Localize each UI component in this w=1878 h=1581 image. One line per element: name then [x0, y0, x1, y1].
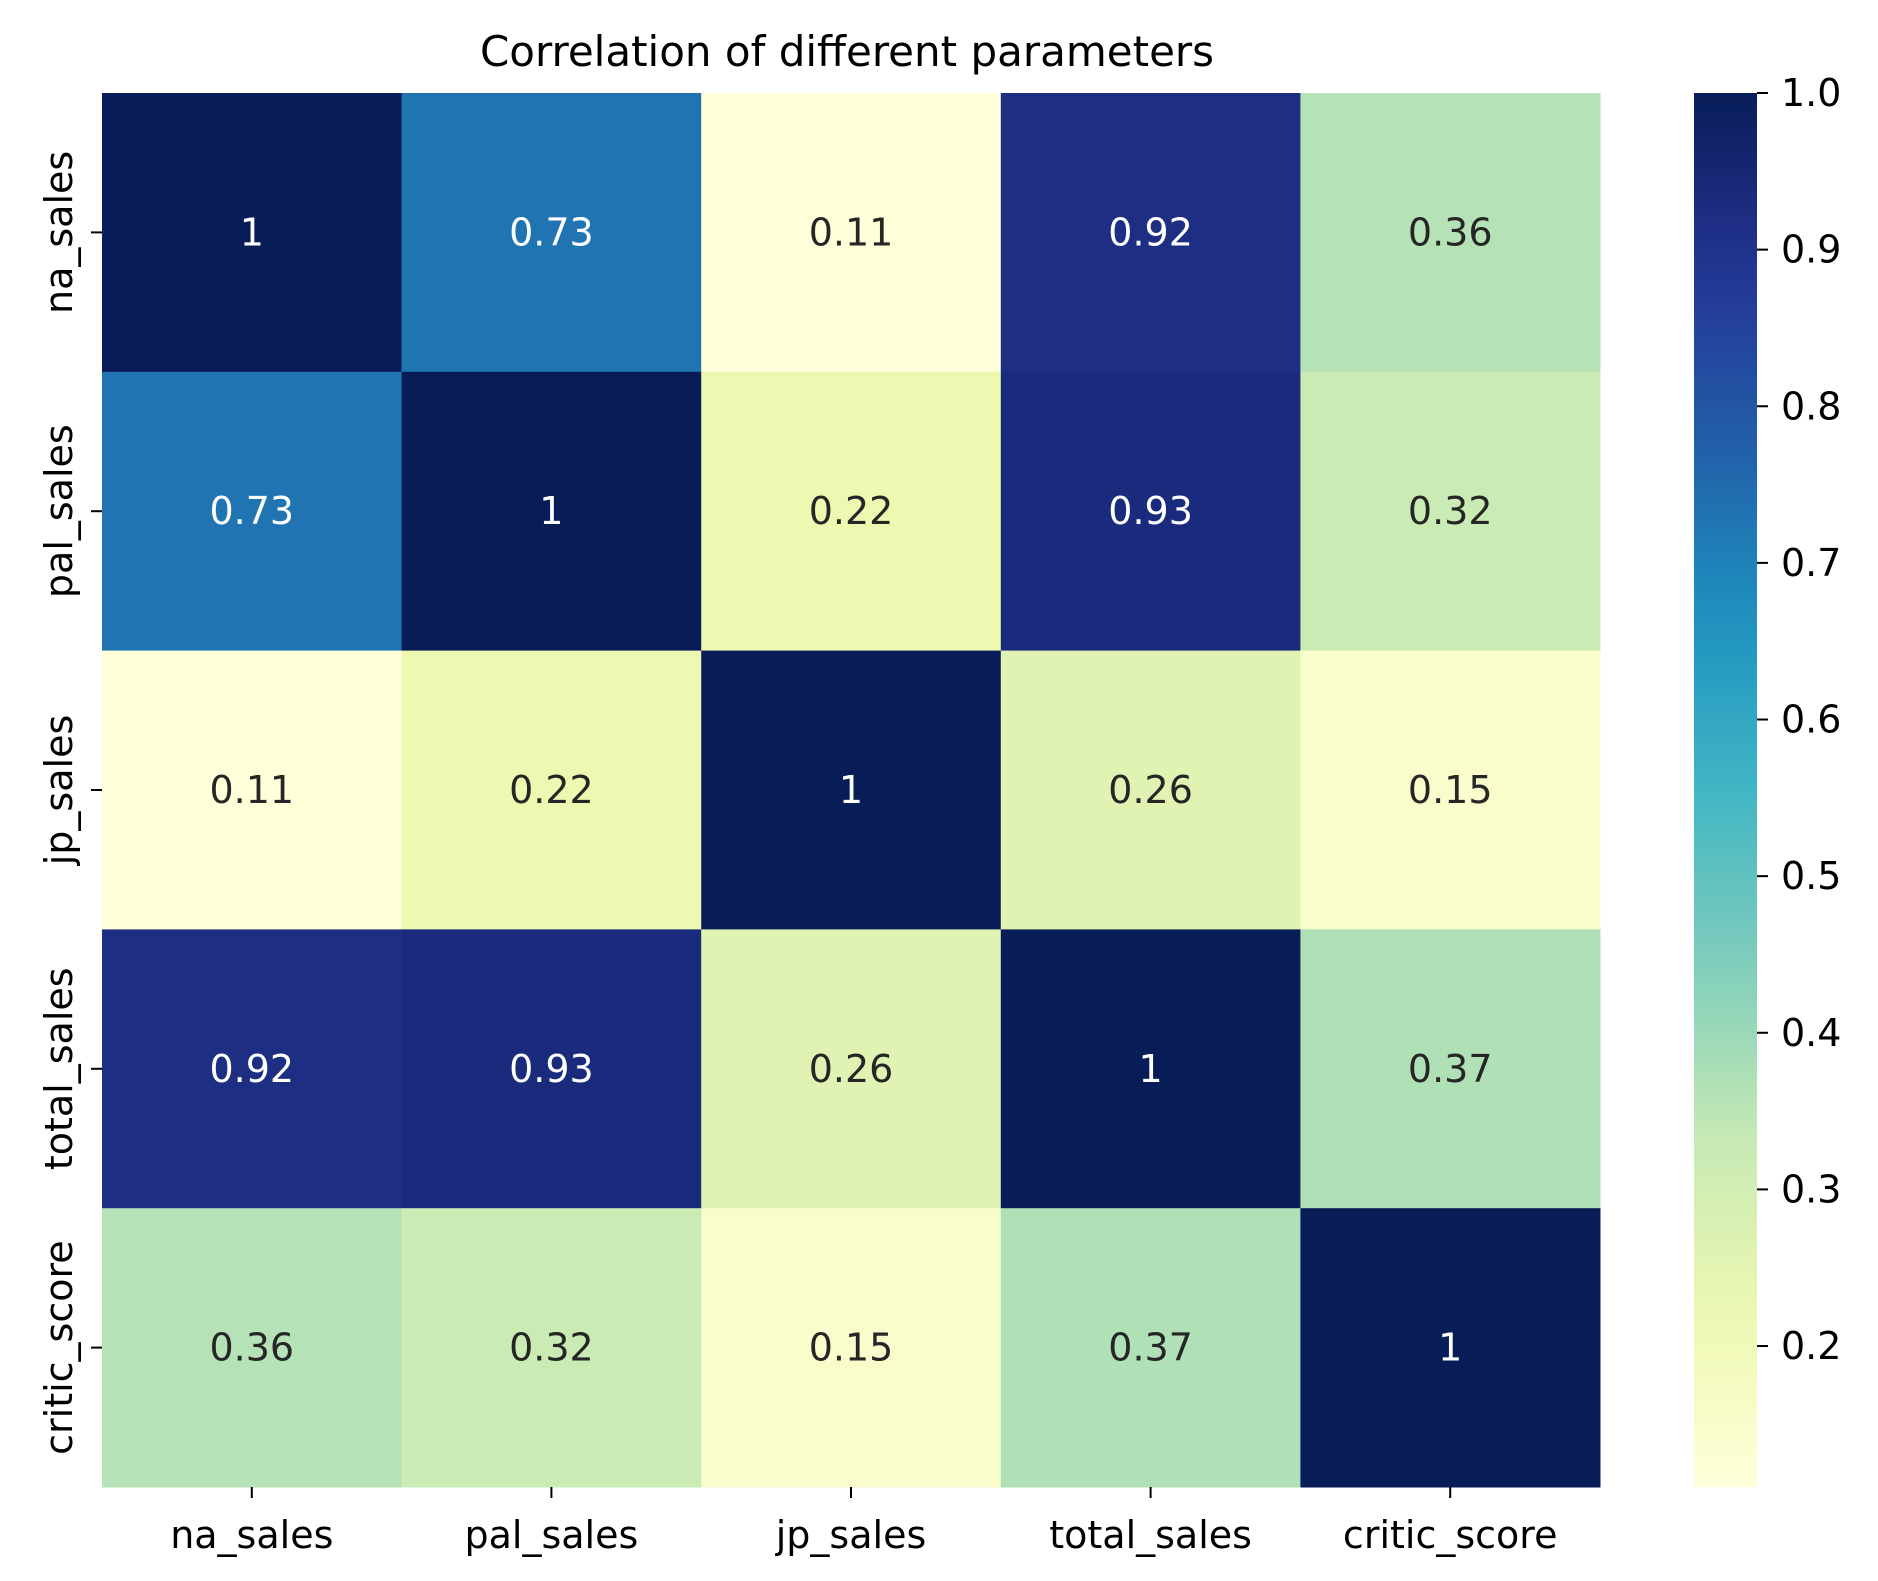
cell-value-label: 1 — [539, 489, 563, 533]
cell-value-label: 0.73 — [209, 489, 294, 533]
cell-value-label: 0.26 — [809, 1047, 894, 1091]
y-axis: na_sales pal_sales jp_sales total_salescrit… — [37, 151, 102, 1455]
chart-title: Correlation of different parameters — [480, 27, 1214, 76]
heatmap-cell — [1300, 1208, 1601, 1488]
heatmap-cell — [401, 1208, 702, 1488]
cell-value-label: 0.37 — [1108, 1326, 1193, 1370]
heatmap-cell — [102, 93, 403, 373]
heatmap-cell — [102, 929, 403, 1209]
colorbar-gradient — [1694, 93, 1757, 1487]
y-tick-label: total_sales — [37, 967, 81, 1170]
cell-value-label: 0.15 — [809, 1326, 894, 1370]
x-axis: na_sales pal_sales jp_sales total_sales crit… — [170, 1487, 1557, 1557]
heatmap-cell — [1000, 929, 1301, 1209]
cell-value-label: 0.73 — [509, 210, 594, 254]
heatmap-cell — [401, 650, 702, 930]
heatmap-cell — [1000, 371, 1301, 652]
heatmap-cell — [1300, 929, 1601, 1209]
heatmap-cell — [102, 371, 403, 652]
cell-value-label: 0.11 — [809, 210, 894, 254]
heatmap-cell — [1000, 1208, 1301, 1488]
cell-value-label: 0.32 — [1408, 489, 1493, 533]
cell-value-label: 0.36 — [209, 1326, 294, 1370]
heatmap-cell — [701, 1208, 1002, 1488]
heatmap-cell — [401, 929, 702, 1209]
heatmap-cell — [701, 93, 1002, 373]
x-tick-label: na_sales — [170, 1513, 333, 1557]
heatmap-cell — [701, 371, 1002, 652]
colorbar: 0.2 0.3 0.4 0.5 0.6 0.7 0.8 0.9 1.0 — [1694, 71, 1841, 1487]
colorbar-tick-label: 1.0 — [1781, 71, 1841, 115]
cell-value-label: 0.92 — [209, 1047, 294, 1091]
colorbar-tick-label: 0.8 — [1781, 384, 1841, 428]
x-tick-label: total_sales — [1049, 1513, 1252, 1557]
cell-value-label: 0.37 — [1408, 1047, 1493, 1091]
cell-value-label: 0.22 — [509, 768, 594, 812]
cell-value-label: 0.32 — [509, 1326, 594, 1370]
y-tick-label: critic_score — [37, 1240, 81, 1455]
cell-value-label: 0.11 — [209, 768, 294, 812]
colorbar-tick-label: 0.9 — [1781, 228, 1841, 272]
colorbar-tick-label: 0.6 — [1781, 698, 1841, 742]
heatmap-cell — [1300, 93, 1601, 373]
y-tick-label: jp_sales — [37, 715, 81, 867]
cell-value-label: 0.22 — [809, 489, 894, 533]
x-tick-label: critic_score — [1343, 1513, 1558, 1557]
heatmap-cell — [1000, 93, 1301, 373]
colorbar-tick-label: 0.2 — [1781, 1324, 1841, 1368]
cell-value-label: 0.36 — [1408, 210, 1493, 254]
heatmap-cell — [1300, 650, 1601, 930]
heatmap-cell — [1000, 650, 1301, 930]
cell-value-label: 1 — [1438, 1326, 1462, 1370]
cell-value-label: 0.93 — [509, 1047, 594, 1091]
cell-value-label: 1 — [1139, 1047, 1163, 1091]
heatmap-cell-labels: 1 0.73 0.11 0.92 0.36 0.73 1 0.22 0.93 0.32 0.11 0.… — [209, 210, 1492, 1369]
cell-value-label: 0.92 — [1108, 210, 1193, 254]
x-tick-label: jp_sales — [775, 1513, 927, 1557]
x-tick-label: pal_sales — [465, 1513, 639, 1557]
heatmap-cell — [1300, 371, 1601, 652]
cell-value-label: 1 — [839, 768, 863, 812]
heatmap-cell — [701, 650, 1002, 930]
y-tick-label: na_sales — [37, 151, 81, 314]
cell-value-label: 1 — [240, 210, 264, 254]
heatmap-cell — [401, 93, 702, 373]
colorbar-tick-label: 0.7 — [1781, 541, 1841, 585]
heatmap-cells — [102, 93, 1601, 1488]
heatmap-cell — [701, 929, 1002, 1209]
colorbar-tick-label: 0.5 — [1781, 854, 1841, 898]
heatmap-cell — [401, 371, 702, 652]
colorbar-tick-label: 0.3 — [1781, 1167, 1841, 1211]
cell-value-label: 0.26 — [1108, 768, 1193, 812]
colorbar-tick-label: 0.4 — [1781, 1011, 1841, 1055]
y-tick-label: pal_sales — [37, 424, 81, 598]
heatmap-cell — [102, 650, 403, 930]
heatmap-cell — [102, 1208, 403, 1488]
cell-value-label: 0.93 — [1108, 489, 1193, 533]
cell-value-label: 0.15 — [1408, 768, 1493, 812]
